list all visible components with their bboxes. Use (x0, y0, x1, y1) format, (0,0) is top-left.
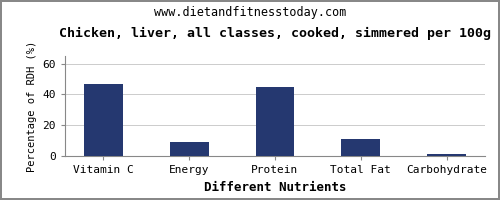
Bar (428, 154, 466, 156)
Text: www.dietandfitnesstoday.com: www.dietandfitnesstoday.com (154, 6, 346, 19)
Bar (256, 87, 294, 156)
Bar (342, 139, 380, 156)
X-axis label: Different Nutrients: Different Nutrients (204, 181, 346, 194)
Title: Chicken, liver, all classes, cooked, simmered per 100g: Chicken, liver, all classes, cooked, sim… (59, 26, 491, 40)
Bar (170, 142, 208, 156)
Bar (84, 84, 122, 156)
Y-axis label: Percentage of RDH (%): Percentage of RDH (%) (27, 40, 37, 172)
